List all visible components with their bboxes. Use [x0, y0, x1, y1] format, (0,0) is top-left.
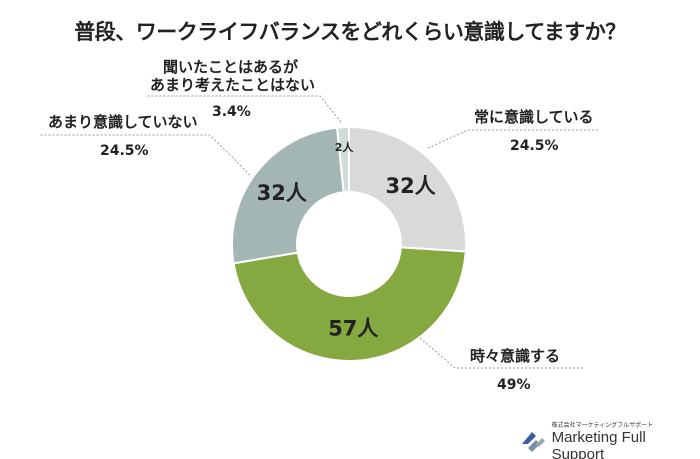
logo-mark-icon — [522, 431, 545, 452]
donut-slice — [232, 246, 467, 362]
percent-heard: 3.4% — [212, 104, 251, 120]
slice-count-label: 32人 — [386, 174, 436, 198]
label-sometimes: 時々意識する — [470, 347, 561, 365]
chart-title: 普段、ワークライフバランスをどれくらい意識してますか？ — [74, 20, 626, 44]
label-rarely: あまり意識していない — [48, 113, 198, 131]
slice-count-label: 2人 — [335, 140, 355, 154]
percent-rarely: 24.5% — [100, 143, 149, 159]
logo-name: Marketing Full Support — [551, 429, 646, 459]
slice-count-label: 57人 — [328, 316, 378, 340]
donut-slice — [348, 125, 467, 253]
slice-count-label: 32人 — [257, 181, 307, 205]
label-heard-line1: 聞いたことはあるが — [163, 58, 299, 76]
donut-slice — [231, 126, 345, 265]
leader-line-sometimes — [419, 337, 585, 369]
leader-line-rarely — [40, 134, 251, 176]
leader-line-heard — [145, 95, 342, 123]
percent-always: 24.5% — [510, 138, 559, 154]
label-heard-line2: あまり考えたことはない — [150, 76, 316, 94]
company-logo: 株式会社マーケティングフルサポート Marketing Full Support — [520, 420, 700, 459]
percent-sometimes: 49% — [497, 377, 531, 393]
logo-subtitle: 株式会社マーケティングフルサポート — [551, 422, 654, 429]
donut-slice — [335, 125, 350, 194]
label-always: 常に意識している — [474, 108, 594, 126]
